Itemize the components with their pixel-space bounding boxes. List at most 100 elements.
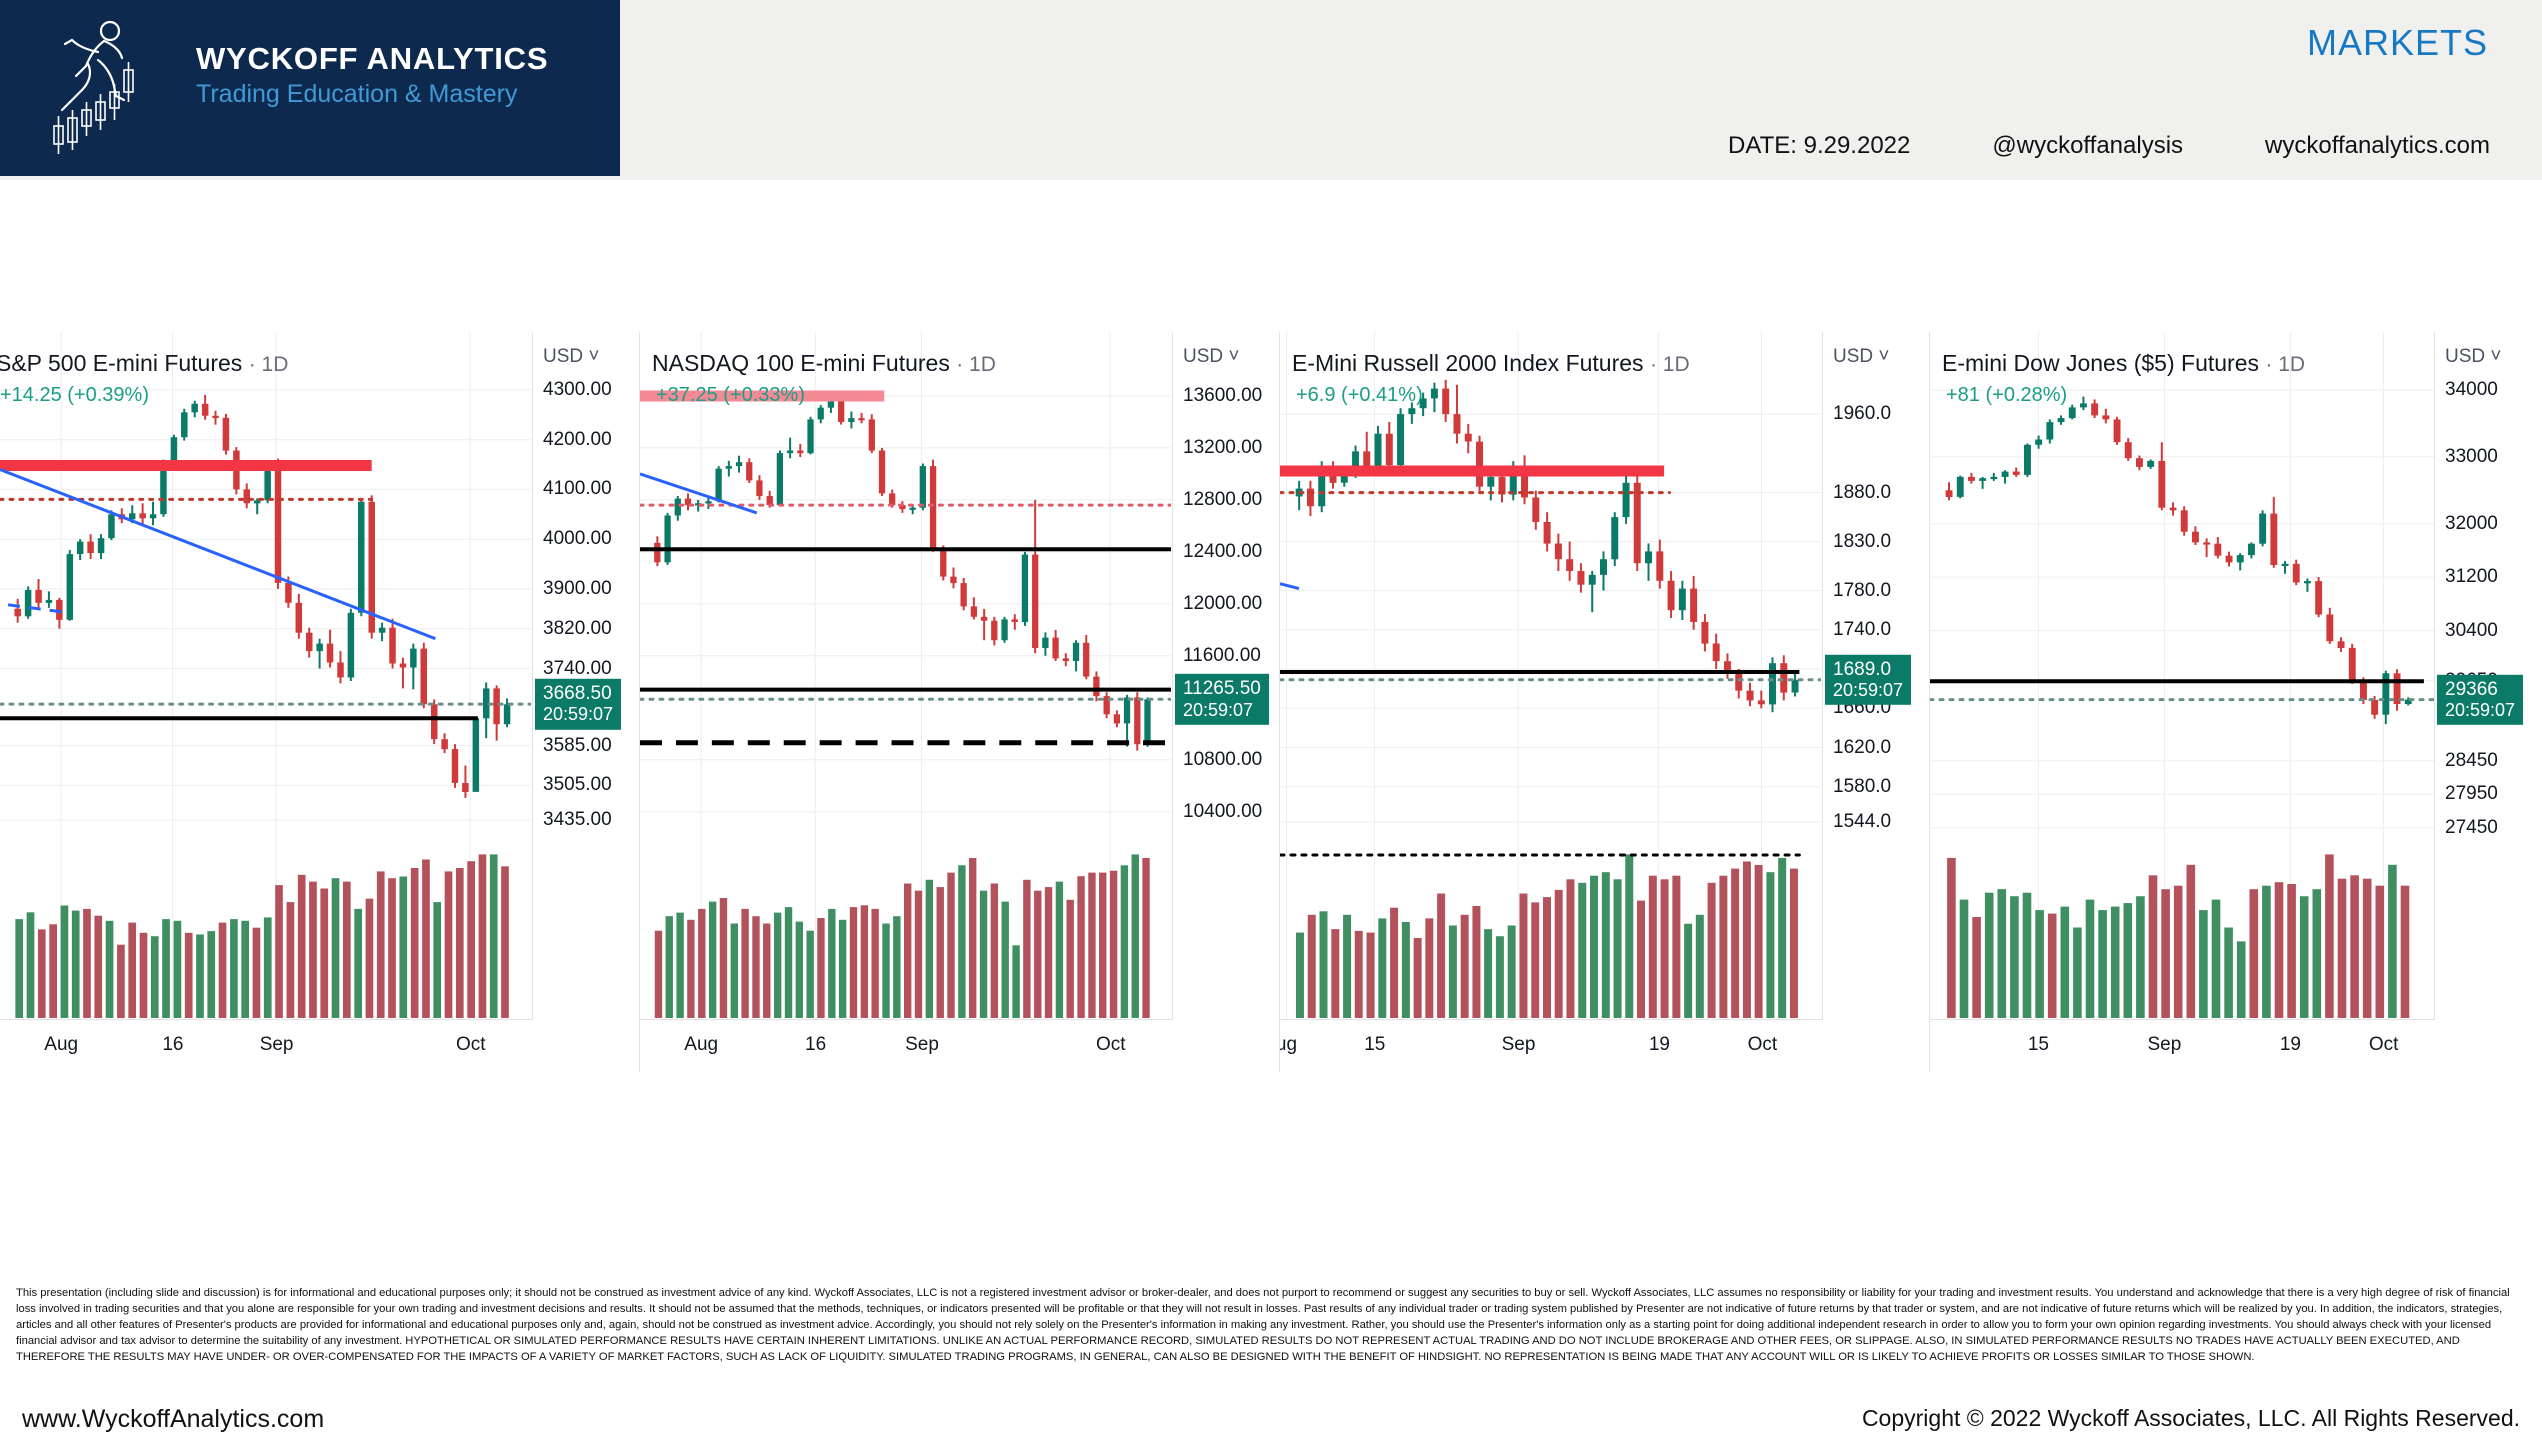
date-axis-tick: ug (1280, 1034, 1298, 1055)
chart-title-text: E-mini Dow Jones ($5) Futures (1942, 350, 2259, 376)
date-axis-tick: Oct (1747, 1034, 1778, 1055)
price-axis-tick: 28450 (2445, 749, 2498, 771)
last-price-time: 20:59:07 (1183, 699, 1254, 720)
price-axis-unit[interactable]: USD ˅ (543, 346, 600, 367)
footer-copyright: Copyright © 2022 Wyckoff Associates, LLC… (1861, 1405, 2520, 1431)
plot-area[interactable] (1930, 332, 2434, 1020)
price-axis-tick: 10800.00 (1183, 748, 1263, 770)
last-price-value: 3668.50 (543, 682, 612, 704)
chevron-down-icon: ˅ (1878, 346, 1890, 367)
plot-area[interactable] (640, 332, 1171, 1020)
price-axis-tick: 12800.00 (1183, 488, 1263, 510)
plot-area[interactable] (0, 332, 531, 1020)
price-axis-tick: 3820.00 (543, 617, 612, 639)
footer-website[interactable]: www.WyckoffAnalytics.com (22, 1405, 325, 1433)
price-axis-tick: 12400.00 (1183, 540, 1263, 562)
date-axis[interactable]: Aug 16 Sep Oct (640, 1019, 1172, 1072)
chart-timeframe: · 1D (248, 353, 289, 376)
price-axis-tick: 4000.00 (543, 528, 612, 550)
chevron-down-icon: ˅ (1228, 346, 1240, 367)
price-axis-tick: 1544.0 (1833, 811, 1892, 832)
chart-change-quote: +81 (+0.28%) (1946, 384, 2068, 406)
last-price-tag[interactable]: 1689.0 20:59:07 (1825, 654, 1912, 706)
price-axis-tick: 3585.00 (543, 734, 612, 756)
date-axis-tick: Oct (456, 1034, 486, 1055)
price-axis-tick: 4300.00 (543, 378, 612, 400)
last-price-tag[interactable]: 3668.50 20:59:07 (535, 678, 622, 730)
date-axis[interactable]: 15 Sep 19 Oct (1930, 1019, 2434, 1072)
date-axis-tick: 15 (1364, 1034, 1386, 1055)
price-axis-tick: 3900.00 (543, 577, 612, 599)
date-axis[interactable]: Aug 16 Sep Oct (0, 1019, 532, 1072)
last-price-value: 29366 (2445, 678, 2498, 700)
price-axis-unit[interactable]: USD ˅ (1183, 346, 1240, 367)
plot-area[interactable] (1280, 332, 1821, 1020)
chart-title-text: S&P 500 E-mini Futures (0, 350, 243, 376)
header-meta: DATE: 9.29.2022 @wyckoffanalysis wyckoff… (1728, 132, 2490, 160)
price-axis-unit[interactable]: USD ˅ (1833, 346, 1890, 367)
date-axis-tick: 16 (162, 1034, 184, 1055)
date-axis-tick: 19 (2279, 1034, 2301, 1055)
price-axis-unit[interactable]: USD ˅ (2445, 346, 2502, 367)
price-axis-tick: 27950 (2445, 783, 2498, 805)
chart-panel-russell2000[interactable]: E-Mini Russell 2000 Index Futures · 1D +… (1280, 332, 1930, 1072)
price-axis-tick: 11600.00 (1183, 644, 1261, 666)
last-price-tag[interactable]: 29366 20:59:07 (2437, 674, 2524, 725)
page-footer: This presentation (including slide and d… (0, 1278, 2542, 1438)
price-axis-tick: 33000 (2445, 445, 2498, 467)
chart-timeframe: · 1D (956, 353, 996, 376)
last-price-time: 20:59:07 (2445, 699, 2516, 720)
date-axis-tick: Sep (1501, 1034, 1536, 1055)
chart-timeframe: · 1D (1649, 353, 1690, 376)
website-link[interactable]: wyckoffanalytics.com (2265, 132, 2490, 159)
price-axis[interactable]: USD ˅ 3400033000320003120030400296502845… (2434, 332, 2542, 1020)
chart-title-text: E-Mini Russell 2000 Index Futures (1292, 350, 1644, 376)
price-axis-tick: 10400.00 (1183, 800, 1263, 822)
date-axis-tick: Oct (1096, 1034, 1126, 1055)
brand-block: WYCKOFF ANALYTICS Trading Education & Ma… (0, 0, 620, 176)
chart-timeframe: · 1D (2265, 353, 2306, 376)
last-price-value: 1689.0 (1833, 658, 1892, 680)
price-axis-tick: 3740.00 (543, 657, 612, 679)
chart-title: S&P 500 E-mini Futures · 1D (0, 350, 288, 377)
brand-subtitle: Trading Education & Mastery (196, 80, 518, 109)
price-axis-tick: 13200.00 (1183, 436, 1263, 458)
chart-title: E-Mini Russell 2000 Index Futures · 1D (1292, 350, 1690, 377)
slide-date: DATE: 9.29.2022 (1728, 132, 1911, 159)
price-axis-tick: 1780.0 (1833, 579, 1892, 601)
last-price-tag[interactable]: 11265.50 20:59:07 (1175, 674, 1269, 725)
price-axis-tick: 1580.0 (1833, 775, 1892, 797)
chart-panel-nasdaq100[interactable]: NASDAQ 100 E-mini Futures · 1D +37.25 (+… (640, 332, 1280, 1072)
date-axis-tick: Sep (2147, 1034, 2182, 1055)
date-axis-tick: Sep (259, 1034, 294, 1055)
price-axis-tick: 27450 (2445, 816, 2498, 838)
price-axis-tick: 34000 (2445, 379, 2498, 400)
price-axis-tick: 4100.00 (543, 478, 612, 500)
chart-title: E-mini Dow Jones ($5) Futures · 1D (1942, 350, 2305, 377)
legal-disclaimer: This presentation (including slide and d… (16, 1287, 2510, 1363)
date-axis-tick: Aug (44, 1034, 79, 1055)
brand-text: WYCKOFF ANALYTICS Trading Education & Ma… (196, 41, 548, 110)
chart-title-text: NASDAQ 100 E-mini Futures (652, 350, 950, 376)
price-axis-tick: 1830.0 (1833, 530, 1892, 552)
page-header: WYCKOFF ANALYTICS Trading Education & Ma… (0, 0, 2542, 180)
social-handle: @wyckoffanalysis (1992, 132, 2184, 159)
price-axis[interactable]: USD ˅ 13600.00 13200.00 12800.00 12400.00 12… (1172, 332, 1279, 1020)
price-axis-tick: 3435.00 (543, 809, 612, 831)
running-man-candlestick-logo (38, 14, 156, 162)
date-axis-tick: Oct (2368, 1034, 2399, 1055)
date-axis-tick: Aug (684, 1034, 719, 1055)
price-axis[interactable]: USD ˅ 1960.0 1880.0 1830.0 1780.0 1740.0 1660… (1822, 332, 1929, 1020)
price-axis-tick: 4200.00 (543, 428, 612, 450)
date-axis[interactable]: ug 15 Sep 19 Oct (1280, 1019, 1822, 1072)
price-axis-tick: 31200 (2445, 566, 2498, 588)
price-axis-tick: 12000.00 (1183, 592, 1263, 614)
chevron-down-icon: ˅ (588, 346, 600, 367)
price-axis[interactable]: USD ˅ 4300.00 4200.00 4100.00 4000.00 3900.0… (532, 332, 639, 1020)
last-price-time: 20:59:07 (1833, 679, 1904, 700)
chart-panel-sp500[interactable]: S&P 500 E-mini Futures · 1D +14.25 (+0.3… (0, 332, 640, 1072)
price-axis-tick: 30400 (2445, 619, 2498, 641)
chart-title: NASDAQ 100 E-mini Futures · 1D (652, 350, 996, 377)
chart-panel-dowjones[interactable]: E-mini Dow Jones ($5) Futures · 1D +81 (… (1930, 332, 2542, 1072)
price-axis-tick: 1620.0 (1833, 736, 1892, 758)
